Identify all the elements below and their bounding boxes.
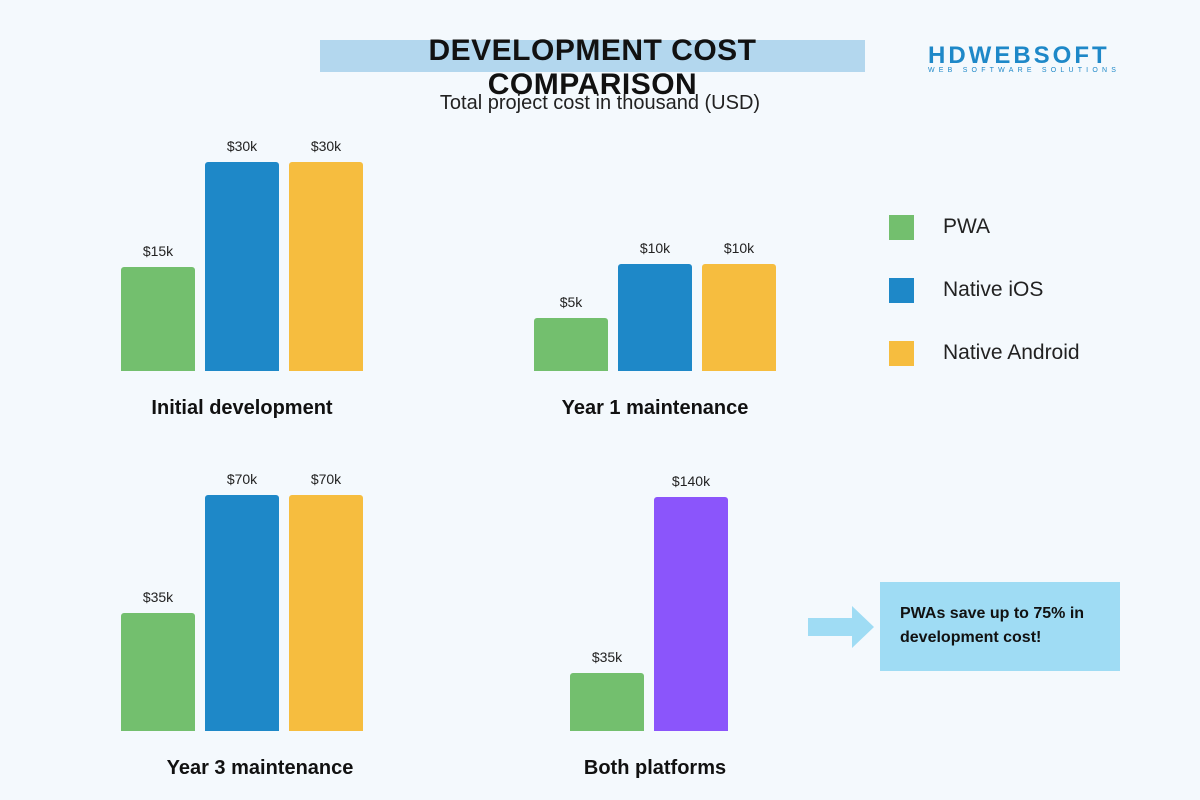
bar-native-android [289, 162, 363, 371]
logo-text: HDWEBSOFT [928, 42, 1110, 69]
data-label: $30k [310, 138, 342, 154]
chart-category-title: Both platforms [583, 757, 727, 779]
chart-title-highlight: DEVELOPMENT COST COMPARISON [320, 34, 865, 101]
data-label: $70k [310, 471, 342, 487]
legend-swatch [889, 278, 914, 303]
hdwebsoft-logo: HDWEBSOFT WEB SOFTWARE SOLUTIONS [928, 42, 1123, 74]
data-label: $5k [559, 293, 583, 310]
data-label: $35k [591, 648, 623, 665]
logo-tagline: WEB SOFTWARE SOLUTIONS [928, 67, 1121, 74]
bar-native-ios [205, 495, 279, 731]
bar-native-ios-android [654, 497, 728, 731]
chart-title: DEVELOPMENT COST COMPARISON [428, 34, 757, 101]
legend-label: PWA [943, 215, 991, 238]
bar-native-android [702, 264, 776, 371]
bar-pwa [121, 613, 195, 731]
data-label: $140k [671, 473, 711, 489]
bar-native-ios [205, 162, 279, 371]
arrow-right-icon [808, 606, 874, 648]
bar-pwa [534, 317, 608, 371]
bar-pwa [121, 266, 195, 371]
chart-category-title: Initial development [151, 397, 333, 419]
data-label: $10k [723, 240, 755, 256]
bar-native-ios [618, 264, 692, 371]
callout-box: PWAs save up to 75% in development cost! [880, 582, 1120, 671]
legend-label: Native iOS [943, 278, 1044, 301]
data-label: $35k [142, 589, 174, 605]
bar-native-android [289, 495, 363, 731]
legend-swatch [889, 341, 914, 366]
data-label: $70k [226, 471, 258, 487]
chart-subtitle: Total project cost in thousand (USD) [439, 92, 761, 114]
data-label: $15k [142, 242, 174, 259]
legend-label: Native Android [943, 341, 1080, 364]
legend-swatch [889, 215, 914, 240]
data-label: $10k [639, 240, 671, 256]
data-label: $30k [226, 138, 258, 154]
callout-text: PWAs save up to 75% in development cost! [900, 605, 1085, 646]
chart-category-title: Year 3 maintenance [166, 757, 354, 779]
chart-category-title: Year 1 maintenance [561, 397, 749, 419]
bar-pwa [570, 672, 644, 731]
